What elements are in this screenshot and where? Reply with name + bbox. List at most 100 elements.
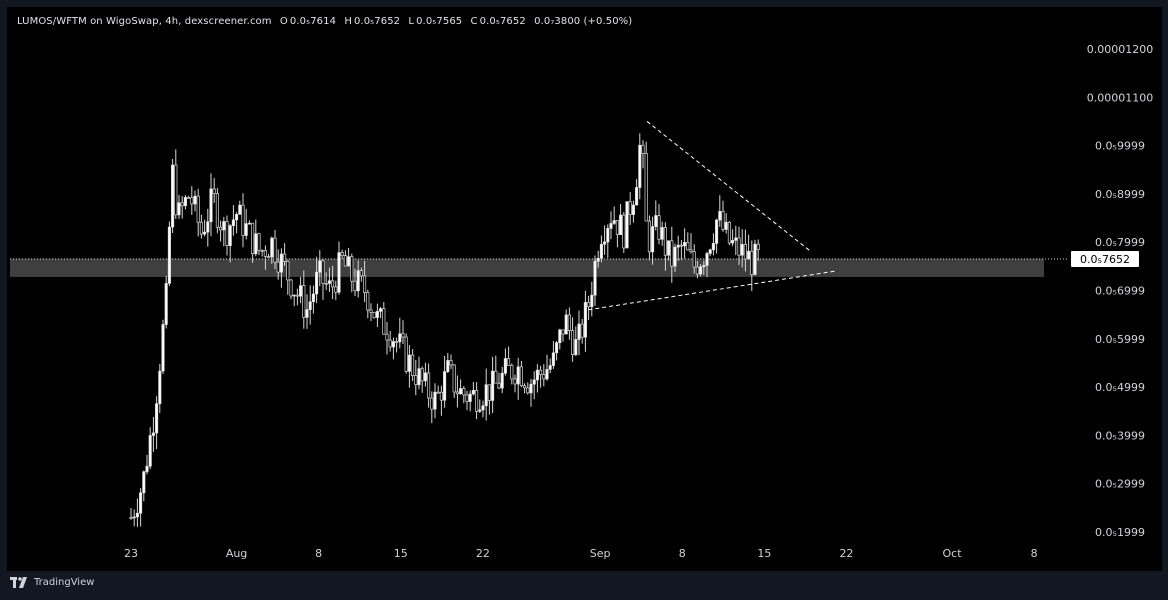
- candle-body: [324, 283, 328, 285]
- candle-body: [411, 354, 415, 376]
- candle-body: [196, 195, 200, 223]
- y-tick-label: 0.0₅1999: [1095, 526, 1145, 539]
- candle-body: [558, 329, 562, 344]
- candle-body: [369, 309, 373, 313]
- candle-body: [263, 250, 267, 257]
- candle-body: [695, 266, 699, 275]
- candle-body: [599, 243, 603, 259]
- candle-body: [449, 360, 453, 366]
- candle-body: [494, 370, 498, 384]
- candle-body: [702, 265, 706, 268]
- close-label: C: [470, 16, 478, 27]
- y-tick-label: 0.0₅4999: [1095, 381, 1145, 394]
- candle-body: [462, 388, 466, 396]
- candle-body: [715, 219, 719, 244]
- candle-body: [625, 201, 629, 249]
- y-tick-label: 0.00001200: [1087, 43, 1153, 56]
- candle-body: [353, 280, 357, 292]
- support-zone: [10, 258, 1044, 277]
- candle-body: [379, 308, 383, 312]
- close-value: 0.0₅7652: [479, 16, 526, 27]
- candle-body: [567, 314, 571, 331]
- candle-body: [231, 219, 235, 227]
- candle-body: [516, 366, 520, 385]
- candle-body: [132, 516, 136, 519]
- candle-body: [523, 385, 527, 389]
- candle-body: [183, 197, 187, 207]
- candle-body: [545, 369, 549, 380]
- candle-body: [583, 302, 587, 338]
- candle-body: [529, 383, 533, 394]
- candle-body: [753, 243, 757, 275]
- candle-body: [174, 164, 178, 216]
- candle-body: [686, 242, 690, 251]
- x-tick-label: 23: [124, 547, 138, 560]
- candle-body: [574, 339, 578, 356]
- candle-body: [577, 323, 581, 340]
- candle-body: [238, 204, 242, 215]
- candle-body: [420, 368, 424, 382]
- candle-body: [161, 324, 165, 372]
- candle-body: [484, 384, 488, 407]
- footer[interactable]: TradingView: [10, 577, 94, 588]
- candle-body: [526, 387, 530, 394]
- candle-body: [689, 249, 693, 253]
- change-value: 0.0₇3800 (+0.50%): [534, 16, 633, 27]
- candle-body: [193, 195, 197, 205]
- candle-body: [647, 220, 651, 253]
- candle-body: [423, 372, 427, 382]
- candle-body: [734, 237, 738, 241]
- candle-body: [497, 382, 501, 389]
- candle-body: [631, 204, 635, 215]
- candle-body: [203, 231, 207, 235]
- candle-body: [705, 253, 709, 266]
- candle-body: [347, 256, 351, 267]
- candle-body: [641, 144, 645, 154]
- candle-body: [580, 323, 584, 338]
- candle-body: [279, 253, 283, 273]
- candle-body: [187, 197, 191, 199]
- candle-body: [235, 213, 239, 221]
- candle-body: [539, 369, 543, 375]
- candle-body: [417, 368, 421, 386]
- candle-body: [308, 301, 312, 310]
- candle-body: [145, 465, 149, 473]
- candle-body: [350, 256, 354, 282]
- candle-body: [750, 250, 754, 275]
- candle-body: [727, 221, 731, 244]
- candle-body: [475, 389, 479, 412]
- candle-body: [737, 237, 741, 256]
- candle-body: [244, 223, 248, 236]
- candle-body: [465, 394, 469, 402]
- candle-body: [593, 260, 597, 296]
- candle-body: [692, 251, 696, 268]
- candle-body: [657, 215, 661, 240]
- low-value: 0.0₅7565: [416, 16, 463, 27]
- candle-body: [395, 341, 399, 343]
- footer-brand: TradingView: [34, 577, 95, 588]
- candle-body: [756, 243, 760, 250]
- y-tick-label: 0.0₅9999: [1095, 140, 1145, 153]
- candle-body: [711, 242, 715, 251]
- candle-body: [292, 294, 296, 297]
- y-tick-label: 0.0₅7999: [1095, 236, 1145, 249]
- candle-body: [206, 221, 210, 233]
- candle-body: [180, 202, 184, 207]
- tradingview-logo-icon: [10, 577, 27, 588]
- current-price-tag: [1071, 250, 1139, 267]
- chart-plot-area[interactable]: [7, 7, 1162, 571]
- candle-body: [295, 294, 299, 297]
- x-tick-label: 15: [757, 547, 771, 560]
- candle-body: [651, 226, 655, 253]
- candle-body: [171, 164, 175, 228]
- candle-body: [337, 252, 341, 293]
- candle-body: [679, 244, 683, 247]
- x-tick-label: 22: [839, 547, 853, 560]
- candle-body: [743, 244, 747, 260]
- candle-body: [564, 314, 568, 335]
- candle-body: [443, 371, 447, 401]
- candle-body: [615, 220, 619, 236]
- candle-body: [481, 405, 485, 411]
- candle-body: [199, 221, 203, 235]
